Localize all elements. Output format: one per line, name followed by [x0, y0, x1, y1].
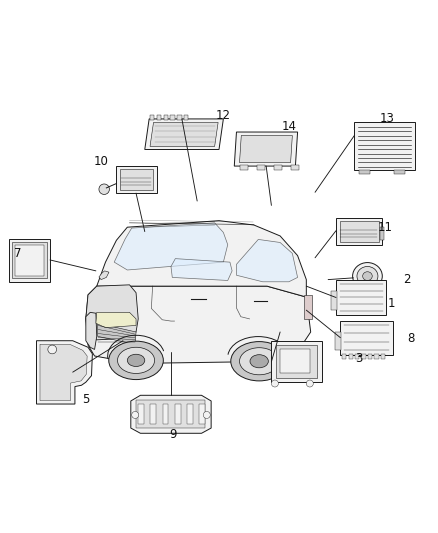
Text: 5: 5	[82, 393, 89, 406]
Polygon shape	[86, 285, 138, 340]
Circle shape	[203, 411, 210, 418]
Bar	[150, 116, 154, 120]
Ellipse shape	[250, 354, 268, 368]
Text: 7: 7	[14, 247, 21, 260]
Bar	[368, 354, 372, 359]
Bar	[257, 165, 265, 171]
Text: 3: 3	[355, 352, 362, 365]
Polygon shape	[150, 123, 218, 147]
Bar	[177, 116, 182, 120]
Polygon shape	[114, 223, 228, 270]
Circle shape	[272, 380, 279, 387]
Bar	[355, 354, 359, 359]
Bar	[291, 165, 299, 171]
Ellipse shape	[231, 342, 288, 381]
Circle shape	[99, 184, 110, 195]
Bar	[136, 400, 205, 428]
Polygon shape	[40, 344, 87, 400]
Polygon shape	[98, 323, 136, 344]
Text: 10: 10	[94, 155, 109, 168]
Bar	[9, 239, 50, 282]
Bar	[175, 404, 180, 424]
Bar	[394, 169, 405, 174]
Polygon shape	[86, 286, 311, 364]
Bar	[199, 404, 205, 424]
Bar	[340, 321, 393, 354]
Bar	[342, 354, 346, 359]
Polygon shape	[86, 312, 97, 350]
Ellipse shape	[363, 272, 372, 280]
Bar	[184, 116, 188, 120]
Bar	[14, 245, 44, 276]
Bar	[120, 169, 153, 190]
Circle shape	[48, 345, 57, 354]
Bar	[240, 165, 248, 171]
Bar	[381, 354, 385, 359]
Circle shape	[132, 411, 139, 418]
Text: 13: 13	[380, 111, 395, 125]
Bar	[336, 217, 382, 245]
Bar	[138, 404, 144, 424]
Bar	[276, 345, 317, 378]
Polygon shape	[131, 395, 211, 433]
Text: 1: 1	[388, 297, 395, 310]
Bar	[380, 227, 384, 240]
Bar	[117, 166, 156, 193]
Circle shape	[368, 287, 374, 292]
Bar	[157, 116, 161, 120]
Bar	[304, 295, 312, 319]
Text: 14: 14	[281, 120, 297, 133]
Bar	[359, 169, 370, 174]
Polygon shape	[36, 341, 92, 404]
Bar	[170, 116, 175, 120]
Bar	[187, 404, 193, 424]
Bar	[280, 350, 310, 374]
Bar	[12, 243, 46, 278]
Ellipse shape	[357, 266, 378, 286]
Ellipse shape	[353, 263, 382, 289]
Bar	[331, 290, 337, 310]
Text: 11: 11	[378, 221, 392, 233]
Circle shape	[306, 380, 313, 387]
Ellipse shape	[117, 348, 155, 374]
Text: 12: 12	[216, 109, 231, 123]
Bar	[162, 404, 168, 424]
Bar	[349, 354, 353, 359]
Bar	[374, 354, 378, 359]
Polygon shape	[145, 119, 223, 149]
Ellipse shape	[240, 348, 279, 375]
Bar	[272, 341, 321, 382]
Text: 9: 9	[170, 428, 177, 441]
Bar	[361, 354, 366, 359]
Bar	[336, 280, 386, 316]
Polygon shape	[171, 259, 232, 280]
Ellipse shape	[127, 354, 145, 367]
Text: 2: 2	[403, 273, 410, 286]
Bar	[335, 332, 341, 350]
Bar	[339, 221, 379, 241]
Bar	[354, 123, 416, 171]
Polygon shape	[99, 271, 109, 280]
Bar	[164, 116, 168, 120]
Polygon shape	[237, 239, 297, 282]
Ellipse shape	[109, 341, 163, 379]
Bar	[150, 404, 156, 424]
Polygon shape	[234, 132, 297, 166]
Bar	[274, 165, 282, 171]
Text: 8: 8	[407, 332, 415, 345]
Polygon shape	[240, 135, 292, 163]
Polygon shape	[96, 312, 136, 328]
Polygon shape	[97, 221, 306, 297]
